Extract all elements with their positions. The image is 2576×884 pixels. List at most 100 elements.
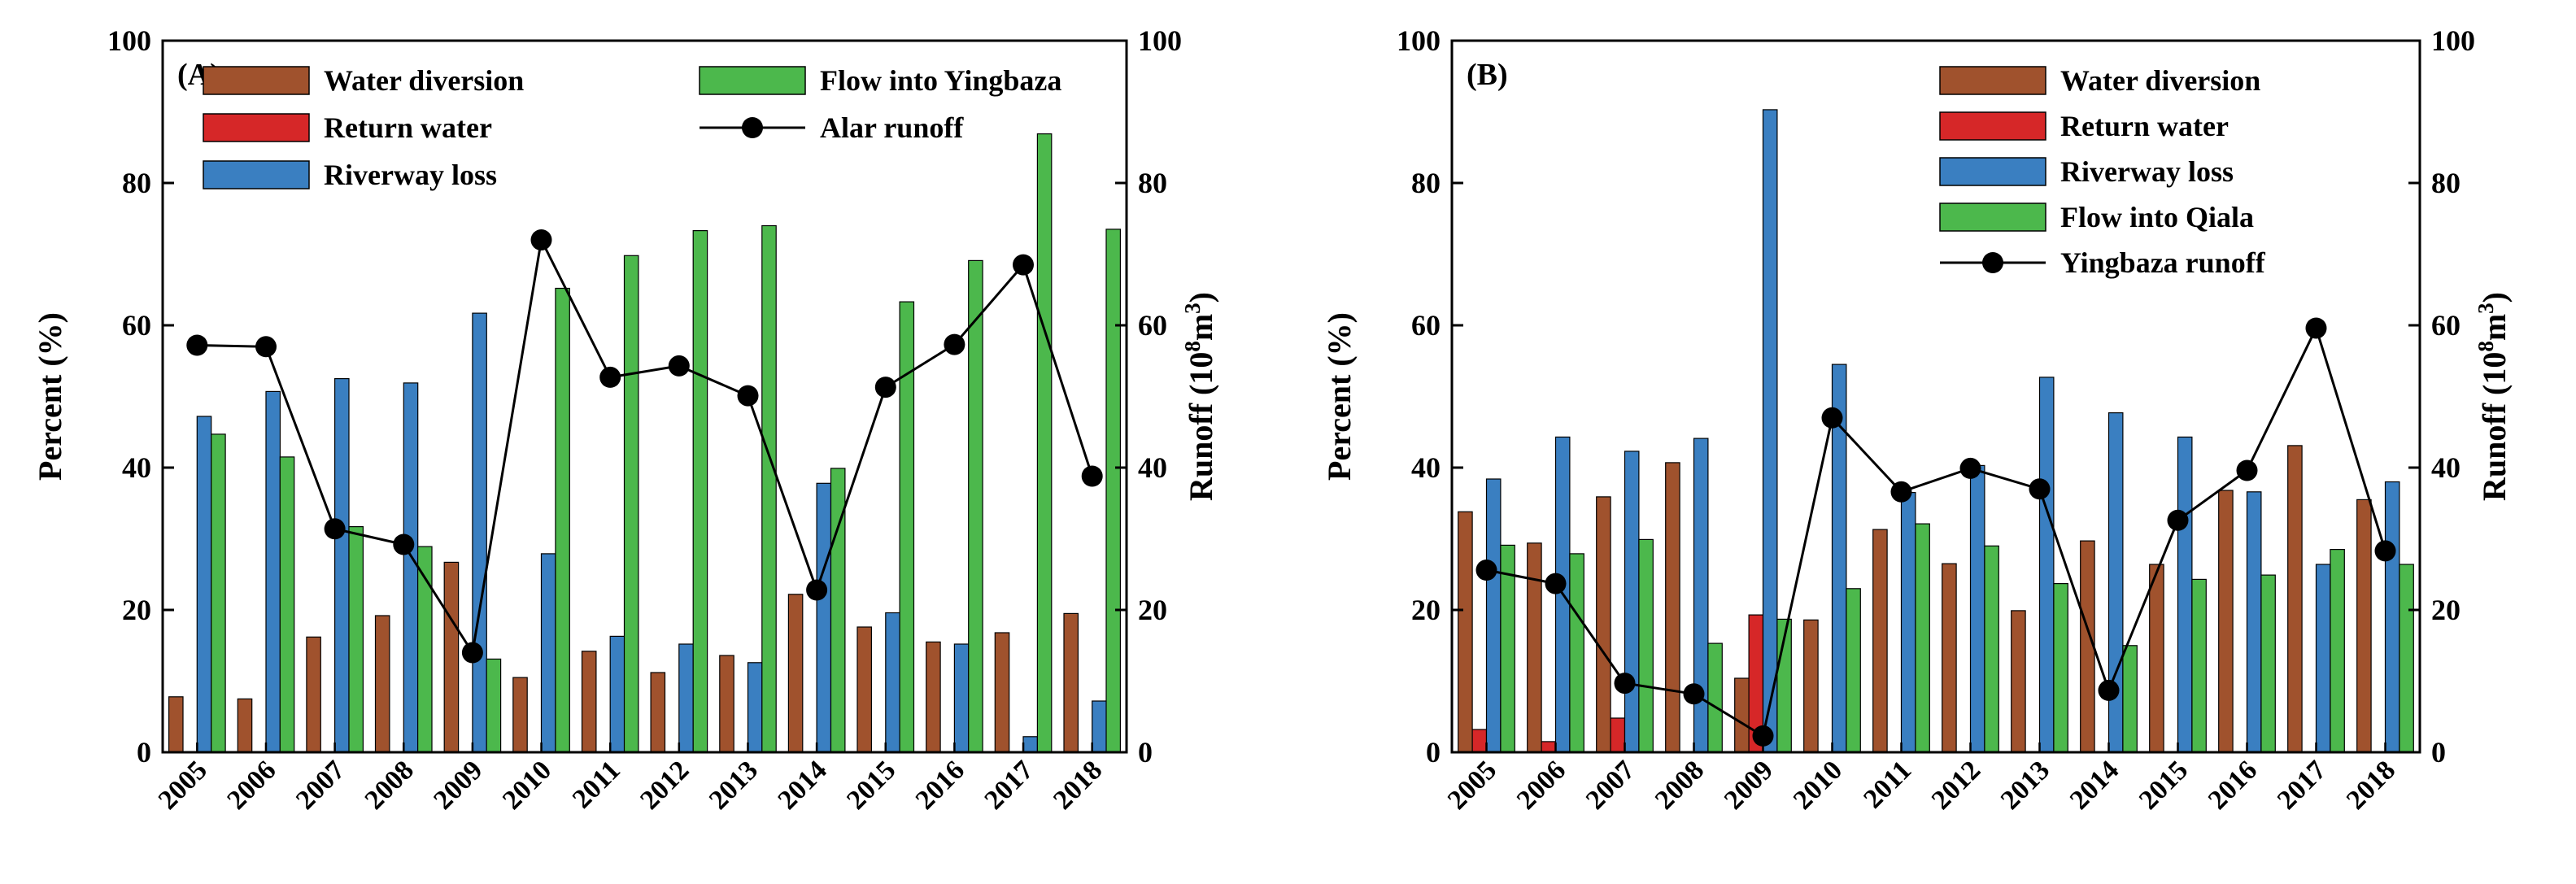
x-tick-label-2009: 2009 <box>1719 755 1779 815</box>
point-yingbaza-runoff-2006 <box>1545 573 1567 594</box>
bar-flow-into-yingbaza-2018 <box>1105 229 1121 753</box>
panel-a: 0 0 20 20 40 40 60 60 80 80 100 100 2005 2006 2007 2008… <box>32 24 1219 816</box>
point-alar-runoff-2017 <box>1013 254 1034 276</box>
point-yingbaza-runoff-2017 <box>2305 317 2327 339</box>
bar-return-water-2007 <box>1610 717 1626 753</box>
bar-water-diversion-2014 <box>787 594 804 753</box>
bar-water-diversion-2011 <box>581 651 597 753</box>
bar-flow-into-yingbaza-2015 <box>899 301 915 753</box>
point-alar-runoff-2010 <box>530 229 552 250</box>
legend-label-yingbaza-runoff: Yingbaza runoff <box>2060 246 2266 279</box>
point-alar-runoff-2013 <box>737 385 759 407</box>
bar-riverway-loss-2014 <box>816 482 832 753</box>
bar-riverway-loss-2012 <box>1969 464 1985 753</box>
point-alar-runoff-2015 <box>874 377 896 398</box>
x-tick-label-2017: 2017 <box>2272 755 2332 815</box>
legend-marker-alar-runoff <box>742 117 763 138</box>
point-alar-runoff-2009 <box>461 642 483 664</box>
y-tick-label-right: 0 <box>1138 736 1153 769</box>
legend-swatch-flow-into-qiala <box>1939 202 2046 232</box>
bar-flow-into-qiala-2007 <box>1638 538 1654 753</box>
bar-water-diversion-2011 <box>1872 529 1888 753</box>
bar-flow-into-qiala-2016 <box>2260 574 2276 753</box>
bar-riverway-loss-2010 <box>540 553 556 753</box>
bar-riverway-loss-2018 <box>2384 481 2400 753</box>
x-tick-label-2012: 2012 <box>634 755 695 815</box>
bar-water-diversion-2015 <box>856 626 872 753</box>
x-tick-label-2016: 2016 <box>2203 755 2263 815</box>
x-tick-label-2006: 2006 <box>221 755 281 815</box>
point-yingbaza-runoff-2007 <box>1614 673 1636 695</box>
point-alar-runoff-2005 <box>186 334 208 356</box>
bar-flow-into-qiala-2012 <box>1984 545 1999 753</box>
y-tick-label-right: 80 <box>1138 167 1167 199</box>
x-tick-label-2005: 2005 <box>1442 755 1502 815</box>
y-tick-label-left: 60 <box>122 309 151 342</box>
bar-water-diversion-2016 <box>2218 490 2234 753</box>
legend-label-water-diversion: Water diversion <box>2060 64 2260 97</box>
bar-flow-into-qiala-2011 <box>1915 523 1930 753</box>
bar-flow-into-yingbaza-2009 <box>486 658 502 753</box>
point-alar-runoff-2008 <box>393 533 415 555</box>
bar-riverway-loss-2017 <box>1022 736 1038 753</box>
bar-flow-into-yingbaza-2011 <box>623 255 639 753</box>
bar-flow-into-yingbaza-2007 <box>348 525 364 753</box>
x-tick-label-2014: 2014 <box>2064 755 2125 815</box>
point-alar-runoff-2012 <box>668 355 690 377</box>
x-tick-label-2006: 2006 <box>1511 755 1571 815</box>
bar-water-diversion-2018 <box>1063 612 1079 753</box>
bar-riverway-loss-2016 <box>2246 491 2262 753</box>
x-tick-label-2017: 2017 <box>979 755 1039 815</box>
y-tick-label-right: 20 <box>1138 594 1167 626</box>
point-alar-runoff-2011 <box>599 366 621 388</box>
bar-riverway-loss-2017 <box>2315 564 2331 753</box>
bar-riverway-loss-2012 <box>678 643 694 753</box>
bar-water-diversion-2009 <box>443 561 460 753</box>
bar-riverway-loss-2007 <box>334 378 350 753</box>
bar-riverway-loss-2005 <box>1485 478 1502 753</box>
y-tick-label-right: 60 <box>1138 309 1167 342</box>
bar-water-diversion-2005 <box>168 696 184 753</box>
y-tick-label-left: 0 <box>1426 736 1441 769</box>
bar-flow-into-qiala-2006 <box>1569 553 1584 753</box>
bar-water-diversion-2005 <box>1458 511 1473 753</box>
point-alar-runoff-2006 <box>255 336 277 358</box>
x-tick-label-2012: 2012 <box>1926 755 1986 815</box>
x-tick-label-2009: 2009 <box>428 755 488 815</box>
bar-water-diversion-2012 <box>650 672 666 753</box>
bar-flow-into-qiala-2018 <box>2399 564 2414 753</box>
x-tick-label-2010: 2010 <box>497 755 557 815</box>
bar-riverway-loss-2015 <box>885 612 900 753</box>
legend-swatch-return-water <box>203 113 310 142</box>
point-yingbaza-runoff-2013 <box>2029 478 2051 500</box>
legend-label-alar-runoff: Alar runoff <box>820 111 964 144</box>
bar-water-diversion-2017 <box>2287 445 2303 753</box>
bar-riverway-loss-2013 <box>747 662 763 753</box>
legend-swatch-water-diversion <box>203 66 310 95</box>
y-tick-label-right: 0 <box>2431 736 2446 769</box>
bar-water-diversion-2017 <box>994 632 1010 753</box>
bar-flow-into-qiala-2017 <box>2330 548 2345 753</box>
panel-b: 0 0 20 20 40 40 60 60 80 80 100 100 2005 2006 2007 2008… <box>1321 24 2513 816</box>
plot-frame <box>1450 39 2421 754</box>
y-axis-title: Percent (%) <box>32 312 68 481</box>
legend-swatch-riverway-loss <box>1939 157 2046 186</box>
legend-label-flow-into-yingbaza: Flow into Yingbaza <box>820 64 1061 97</box>
point-alar-runoff-2014 <box>806 579 828 601</box>
legend-swatch-return-water <box>1939 111 2046 141</box>
y-tick-label-left: 60 <box>1411 309 1441 342</box>
x-tick-label-2011: 2011 <box>1858 755 1917 814</box>
bar-riverway-loss-2011 <box>609 635 625 753</box>
bar-riverway-loss-2016 <box>953 643 970 753</box>
point-yingbaza-runoff-2009 <box>1752 725 1774 747</box>
point-alar-runoff-2018 <box>1081 465 1103 487</box>
point-yingbaza-runoff-2011 <box>1890 481 1912 503</box>
bar-flow-into-qiala-2010 <box>1846 588 1861 753</box>
y-tick-label-left: 80 <box>1411 167 1441 199</box>
point-yingbaza-runoff-2016 <box>2236 459 2258 481</box>
point-yingbaza-runoff-2015 <box>2167 509 2189 531</box>
legend-label-return-water: Return water <box>324 111 492 144</box>
bar-riverway-loss-2018 <box>1092 700 1107 753</box>
bar-flow-into-qiala-2015 <box>2191 578 2207 753</box>
